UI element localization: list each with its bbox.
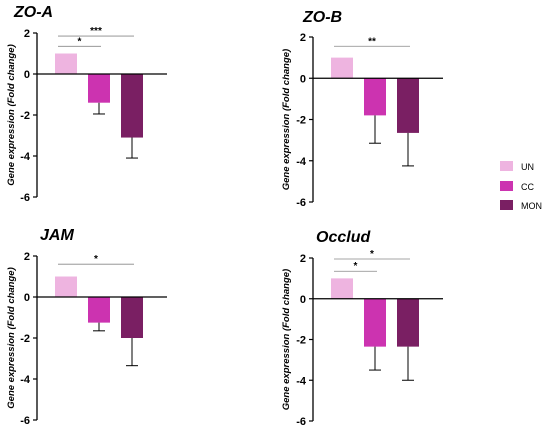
significance-label: * [370, 249, 374, 260]
y-tick-label: 2 [24, 251, 30, 263]
y-tick-label: -2 [296, 335, 306, 347]
chart-panel-3: JAM Gene expression (Fold change)-6 -4 -2 0 2… [6, 227, 167, 427]
significance-label: *** [90, 26, 102, 37]
legend-swatch [500, 200, 513, 210]
legend-swatch [500, 161, 513, 171]
chart-title: Occlud [316, 229, 371, 246]
y-tick-label: 2 [300, 32, 306, 44]
significance-label: * [94, 254, 98, 265]
bar-mon [397, 78, 419, 133]
significance-label: * [78, 36, 82, 47]
bar-cc [364, 298, 386, 347]
y-tick-label: -2 [20, 110, 30, 122]
y-tick-label: -2 [296, 115, 306, 127]
bar-un [55, 276, 77, 297]
bar-mon [121, 74, 143, 138]
bar-cc [88, 74, 110, 103]
y-tick-label: 0 [300, 294, 306, 306]
y-tick-label: -6 [296, 197, 306, 209]
bar-mon [397, 298, 419, 347]
y-tick-label: -4 [296, 156, 307, 168]
chart-title: ZO-B [302, 9, 342, 26]
legend-label: UN [521, 162, 534, 172]
y-tick-label: -2 [20, 333, 30, 345]
chart-title: ZO-A [13, 4, 53, 21]
y-tick-label: -6 [296, 416, 306, 428]
significance-label: ** [368, 36, 376, 47]
chart-panel-1: ZO-A Gene expression (Fold change)-6 -4 -2 0… [6, 4, 167, 204]
bar-un [331, 57, 353, 79]
y-tick-label: 2 [300, 253, 306, 265]
y-axis-label: Gene expression (Fold change) [6, 267, 17, 408]
legend: UN CC MON [500, 161, 542, 211]
y-tick-label: 2 [24, 28, 30, 40]
legend-swatch [500, 181, 513, 191]
y-tick-label: -4 [20, 151, 31, 163]
y-tick-label: -6 [20, 415, 30, 427]
y-tick-label: 0 [24, 292, 30, 304]
bar-un [55, 53, 77, 74]
y-tick-label: 0 [300, 73, 306, 85]
chart-title: JAM [40, 227, 74, 244]
bar-un [331, 278, 353, 299]
y-tick-label: -4 [20, 374, 31, 386]
y-tick-label: 0 [24, 69, 30, 81]
chart-panel-4: Occlud Gene expression (Fold change) -6 -4 -… [281, 229, 443, 428]
bar-cc [88, 297, 110, 323]
bar-cc [364, 78, 386, 116]
y-tick-label: -6 [20, 192, 30, 204]
chart-panel-2: ZO-B Gene expression (Fold change) -6 -4 -2 0… [281, 9, 443, 209]
y-axis-label: Gene expression (Fold change) [6, 44, 17, 185]
legend-label: CC [521, 182, 534, 192]
bar-mon [121, 297, 143, 338]
y-axis-label: Gene expression (Fold change) [281, 49, 292, 190]
significance-label: * [354, 261, 358, 272]
legend-label: MON [521, 201, 542, 211]
y-tick-label: -4 [296, 375, 307, 387]
y-axis-label: Gene expression (Fold change) [281, 269, 292, 410]
